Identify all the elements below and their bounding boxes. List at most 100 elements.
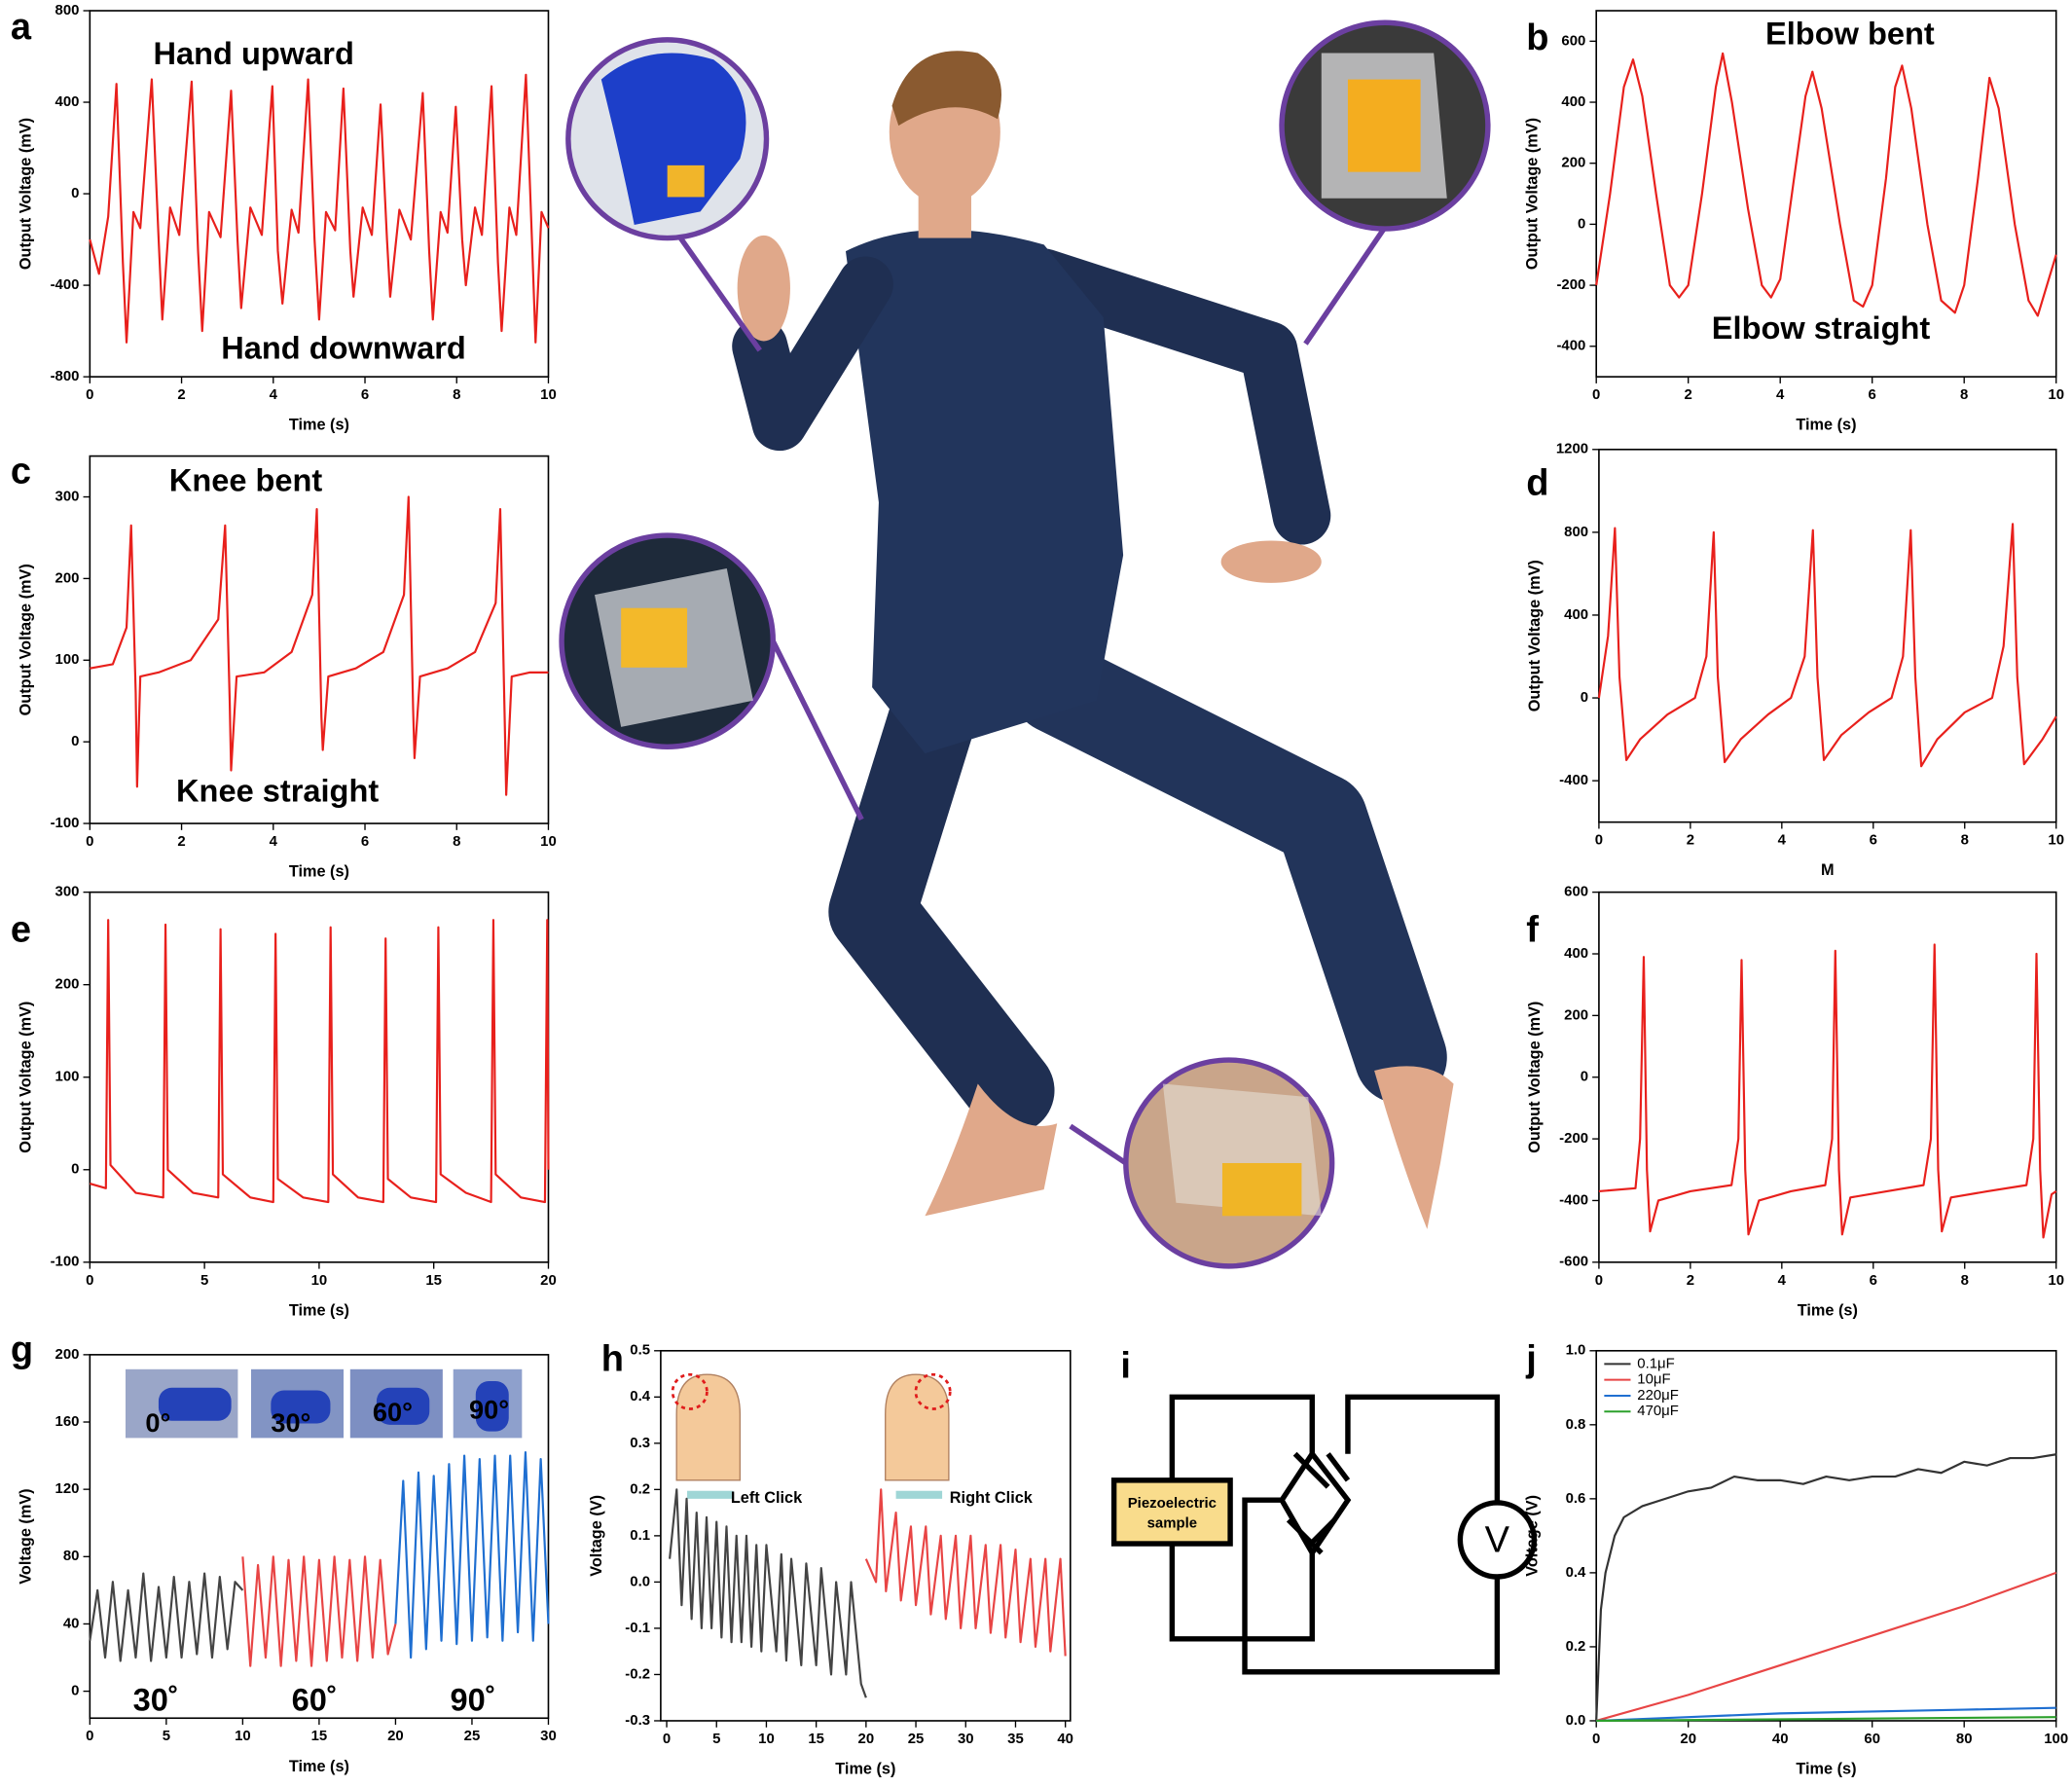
y-tick-label: 40 bbox=[63, 1615, 80, 1631]
y-tick-label: -600 bbox=[1559, 1254, 1588, 1270]
x-tick-label: 4 bbox=[1776, 386, 1785, 403]
annotation: Elbow bent bbox=[1765, 16, 1935, 51]
x-tick-label: 10 bbox=[540, 833, 557, 850]
data-line bbox=[89, 1572, 244, 1662]
y-tick-label: 100 bbox=[55, 1069, 80, 1085]
x-tick-label: 25 bbox=[908, 1731, 925, 1747]
plot-frame bbox=[1595, 1349, 2057, 1722]
y-axis-label: Output Voltage (mV) bbox=[1526, 1002, 1544, 1153]
x-tick-label: 0 bbox=[1595, 1272, 1603, 1289]
x-tick-label: 35 bbox=[1007, 1731, 1024, 1747]
inset-content bbox=[595, 53, 1447, 1217]
y-tick-label: -400 bbox=[1559, 1191, 1588, 1208]
y-tick-label: 200 bbox=[55, 976, 80, 993]
y-tick-label: -400 bbox=[1559, 772, 1588, 788]
y-tick-label: 0.0 bbox=[1566, 1712, 1586, 1729]
panel-label: a bbox=[11, 7, 32, 48]
plot-frame bbox=[89, 455, 550, 824]
x-axis-label: M bbox=[1821, 861, 1835, 879]
y-tick-label: 800 bbox=[1564, 524, 1588, 540]
data-line bbox=[394, 1451, 550, 1659]
annotation: Left Click bbox=[731, 1489, 803, 1507]
y-tick-label: 0 bbox=[71, 733, 79, 749]
y-tick-label: 400 bbox=[1561, 93, 1585, 110]
x-tick-label: 20 bbox=[540, 1272, 557, 1289]
x-tick-label: 6 bbox=[1870, 832, 1877, 849]
panel-label: d bbox=[1526, 462, 1548, 503]
inset-label: 90° bbox=[469, 1394, 509, 1424]
x-tick-label: 8 bbox=[453, 386, 460, 403]
runner-illustration bbox=[732, 51, 1454, 1229]
y-tick-label: 100 bbox=[55, 651, 80, 668]
data-line bbox=[90, 495, 549, 796]
data-line bbox=[1597, 523, 2057, 768]
y-tick-label: 0.2 bbox=[630, 1480, 650, 1497]
annotation: 60˚ bbox=[292, 1683, 338, 1718]
annotation: Knee straight bbox=[176, 773, 379, 808]
x-tick-label: 4 bbox=[1778, 832, 1787, 849]
y-tick-label: 200 bbox=[1564, 1006, 1588, 1023]
legend-label: 0.1μF bbox=[1637, 1355, 1674, 1371]
plot-frame bbox=[89, 891, 550, 1263]
finger-photos bbox=[125, 1368, 523, 1439]
x-tick-label: 0 bbox=[86, 1728, 93, 1744]
x-tick-label: 2 bbox=[177, 833, 185, 850]
annotation: Elbow straight bbox=[1712, 310, 1931, 346]
x-tick-label: 10 bbox=[311, 1272, 328, 1289]
inset-label: 0° bbox=[145, 1407, 170, 1438]
y-axis-label: Voltage (V) bbox=[1523, 1495, 1541, 1577]
x-tick-label: 0 bbox=[86, 833, 93, 850]
x-tick-label: 5 bbox=[163, 1728, 170, 1744]
y-tick-label: 200 bbox=[55, 1346, 80, 1363]
x-tick-label: 10 bbox=[2048, 1272, 2064, 1289]
box-label: sample bbox=[1147, 1515, 1197, 1532]
y-tick-label: 400 bbox=[1564, 945, 1588, 962]
x-tick-label: 0 bbox=[1592, 1731, 1600, 1747]
x-tick-label: 8 bbox=[1961, 1272, 1969, 1289]
x-tick-label: 2 bbox=[1687, 1272, 1694, 1289]
x-tick-label: 8 bbox=[453, 833, 460, 850]
y-tick-label: 0 bbox=[1578, 215, 1585, 232]
y-tick-label: 400 bbox=[1564, 606, 1588, 623]
x-tick-label: 10 bbox=[758, 1731, 775, 1747]
y-tick-label: 0.1 bbox=[630, 1527, 650, 1544]
panel-label: g bbox=[11, 1330, 33, 1370]
annotation: Right Click bbox=[950, 1489, 1034, 1507]
data-line bbox=[1596, 1706, 2056, 1723]
annotation: Hand downward bbox=[221, 331, 466, 366]
x-tick-label: 0 bbox=[663, 1731, 671, 1747]
data-line bbox=[1595, 1571, 2057, 1723]
y-tick-label: 160 bbox=[55, 1413, 80, 1430]
x-tick-label: 0 bbox=[86, 1272, 93, 1289]
y-tick-label: 300 bbox=[55, 884, 80, 900]
y-axis-label: Output Voltage (mV) bbox=[1526, 560, 1544, 711]
x-tick-label: 6 bbox=[361, 386, 369, 403]
legend-label: 10μF bbox=[1637, 1371, 1670, 1388]
panel-label: b bbox=[1526, 18, 1548, 58]
x-tick-label: 6 bbox=[1870, 1272, 1877, 1289]
y-tick-label: -200 bbox=[1556, 276, 1585, 293]
y-tick-label: 0 bbox=[71, 1161, 79, 1178]
data-line bbox=[1598, 943, 2057, 1239]
y-axis-label: Output Voltage (mV) bbox=[17, 118, 34, 270]
x-tick-label: 0 bbox=[1592, 386, 1600, 403]
y-tick-label: -200 bbox=[1559, 1130, 1588, 1147]
x-axis-label: Time (s) bbox=[835, 1761, 895, 1778]
x-tick-label: 25 bbox=[464, 1728, 481, 1744]
meter-label: V bbox=[1485, 1520, 1510, 1561]
y-tick-label: 1200 bbox=[1556, 441, 1588, 457]
y-axis-label: Output Voltage (mV) bbox=[1523, 118, 1541, 270]
x-axis-label: Time (s) bbox=[289, 863, 349, 881]
y-axis-label: Voltage (mV) bbox=[17, 1488, 34, 1584]
y-tick-label: 0.6 bbox=[1566, 1490, 1586, 1507]
y-tick-label: 80 bbox=[63, 1548, 80, 1564]
x-tick-label: 4 bbox=[270, 386, 278, 403]
x-axis-label: Time (s) bbox=[1798, 1301, 1858, 1319]
y-axis-label: Voltage (V) bbox=[588, 1495, 605, 1577]
y-tick-label: 200 bbox=[55, 569, 80, 586]
inset-label: 30° bbox=[271, 1407, 310, 1438]
x-axis-label: Time (s) bbox=[289, 1301, 349, 1319]
x-tick-label: 20 bbox=[387, 1728, 404, 1744]
x-tick-label: 15 bbox=[425, 1272, 442, 1289]
